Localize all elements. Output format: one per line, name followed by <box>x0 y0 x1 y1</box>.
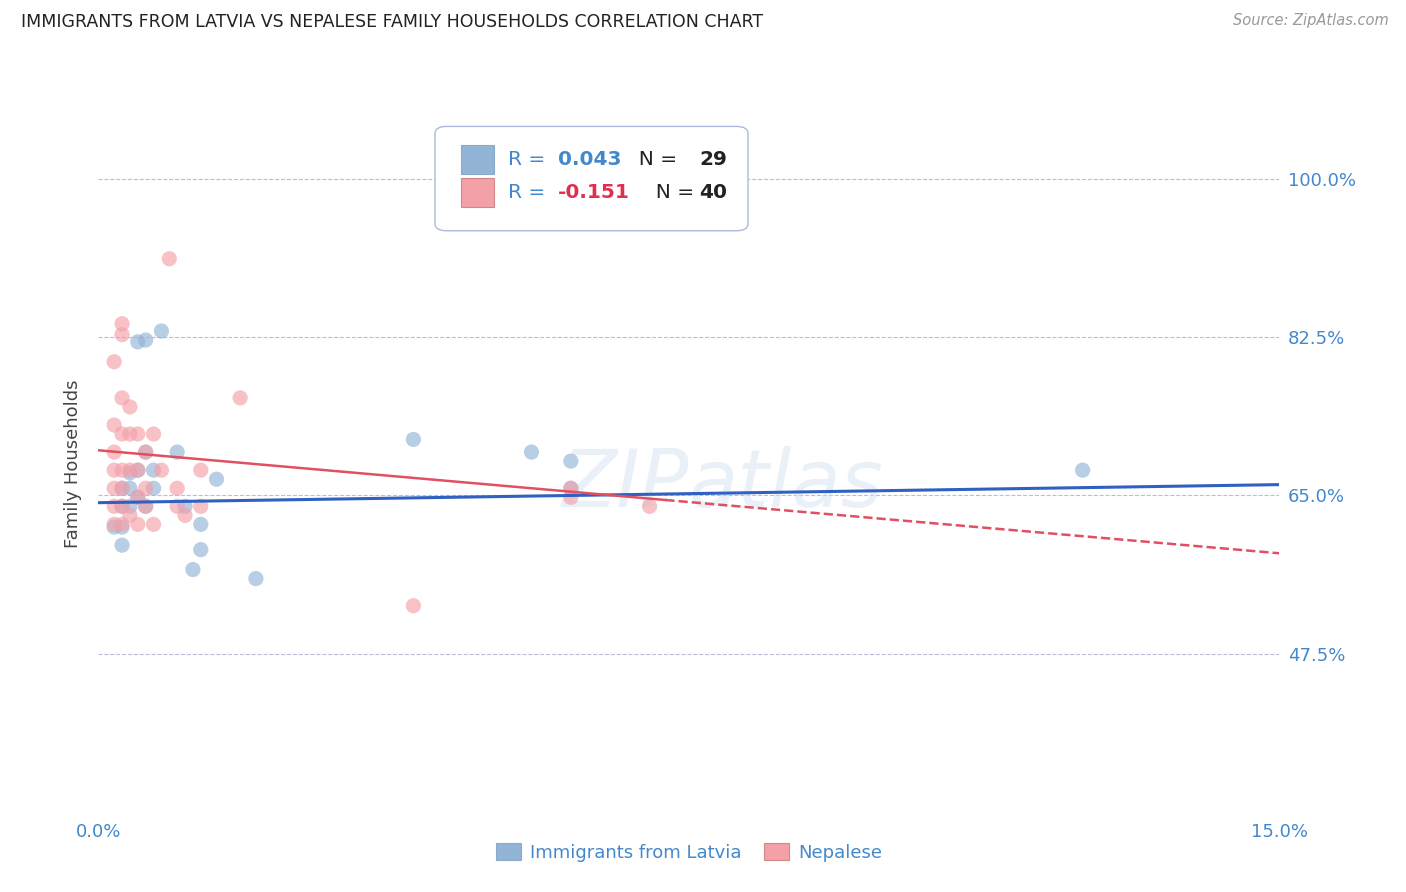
Point <box>135 500 157 514</box>
Text: 40: 40 <box>700 183 727 202</box>
Point <box>174 500 197 514</box>
Point <box>166 445 188 459</box>
Point <box>638 500 661 514</box>
Point <box>142 481 165 495</box>
Text: N =: N = <box>626 150 683 169</box>
Point <box>103 463 125 477</box>
Point <box>190 542 212 557</box>
FancyBboxPatch shape <box>434 127 748 231</box>
Point <box>181 563 204 577</box>
Point <box>560 454 582 468</box>
Point <box>205 472 228 486</box>
Point <box>118 500 141 514</box>
Point <box>190 517 212 532</box>
Point <box>135 481 157 495</box>
Point <box>111 520 134 534</box>
Point <box>245 572 267 586</box>
Point <box>111 481 134 495</box>
Point <box>190 463 212 477</box>
Point <box>150 463 173 477</box>
Point <box>560 481 582 495</box>
Text: ZIP: ZIP <box>561 446 689 524</box>
Point <box>103 417 125 432</box>
Point <box>127 463 149 477</box>
Point <box>142 427 165 442</box>
Point <box>166 500 188 514</box>
Point <box>142 517 165 532</box>
Point <box>103 445 125 459</box>
Point <box>103 520 125 534</box>
Point <box>118 427 141 442</box>
Y-axis label: Family Households: Family Households <box>63 380 82 548</box>
Point <box>103 500 125 514</box>
Text: 29: 29 <box>700 150 727 169</box>
Point <box>111 463 134 477</box>
Text: N =: N = <box>643 183 700 202</box>
Point <box>127 427 149 442</box>
Point <box>111 427 134 442</box>
Point <box>127 463 149 477</box>
Point <box>127 490 149 504</box>
Point <box>560 490 582 504</box>
Text: atlas: atlas <box>689 446 884 524</box>
Point <box>111 500 134 514</box>
Point <box>111 391 134 405</box>
Point <box>127 490 149 504</box>
FancyBboxPatch shape <box>461 178 494 207</box>
Point <box>520 445 543 459</box>
Point <box>150 324 173 338</box>
Point <box>111 481 134 495</box>
Text: -0.151: -0.151 <box>558 183 630 202</box>
Point <box>560 481 582 495</box>
Point <box>111 327 134 342</box>
Point <box>103 517 125 532</box>
Text: IMMIGRANTS FROM LATVIA VS NEPALESE FAMILY HOUSEHOLDS CORRELATION CHART: IMMIGRANTS FROM LATVIA VS NEPALESE FAMIL… <box>21 13 763 31</box>
Point <box>111 517 134 532</box>
Point <box>127 517 149 532</box>
Point <box>157 252 180 266</box>
Point <box>190 500 212 514</box>
Point <box>127 334 149 349</box>
Point <box>118 508 141 523</box>
Point <box>118 400 141 414</box>
Point <box>135 445 157 459</box>
Point <box>118 481 141 495</box>
Point <box>103 481 125 495</box>
Point <box>111 538 134 552</box>
Point <box>229 391 252 405</box>
FancyBboxPatch shape <box>461 145 494 175</box>
Point <box>135 445 157 459</box>
Point <box>402 433 425 447</box>
Point <box>1071 463 1094 477</box>
Point <box>135 500 157 514</box>
Point <box>135 333 157 347</box>
Point <box>142 463 165 477</box>
Legend: Immigrants from Latvia, Nepalese: Immigrants from Latvia, Nepalese <box>489 836 889 869</box>
Point <box>103 355 125 369</box>
Point <box>111 317 134 331</box>
Point <box>166 481 188 495</box>
Text: R =: R = <box>508 150 553 169</box>
Text: Source: ZipAtlas.com: Source: ZipAtlas.com <box>1233 13 1389 29</box>
Point <box>111 500 134 514</box>
Text: 0.043: 0.043 <box>558 150 621 169</box>
Point <box>118 466 141 480</box>
Text: R =: R = <box>508 183 553 202</box>
Point <box>118 463 141 477</box>
Point <box>402 599 425 613</box>
Point <box>174 508 197 523</box>
